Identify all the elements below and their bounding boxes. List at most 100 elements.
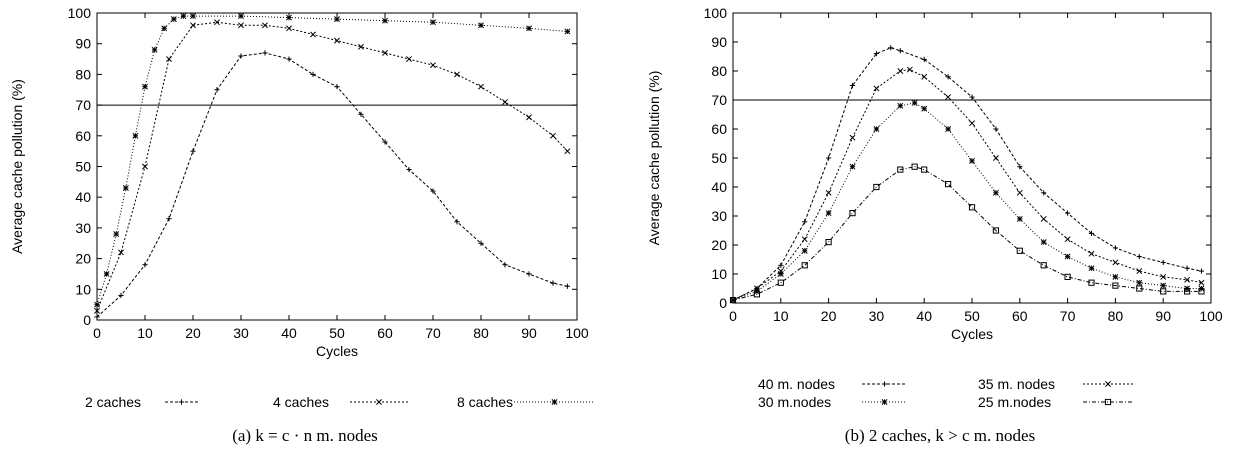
y-tick-label: 50 [711,150,727,166]
data-point [238,22,244,29]
legend-marker [178,399,185,405]
data-point [777,279,784,286]
data-point [113,231,120,237]
data-point [945,126,952,132]
y-tick-label: 20 [711,237,727,253]
y-tick-label: 90 [711,34,727,50]
data-point [180,13,187,20]
data-point [897,68,904,74]
legend-marker [1105,381,1111,387]
legend-label: 40 m. nodes [758,376,835,392]
legend-label: 4 caches [273,394,329,410]
data-point [897,48,903,54]
data-point [921,56,927,62]
data-point [238,53,244,59]
data-point [1065,210,1071,216]
y-tick-label: 0 [83,312,91,328]
legend-marker [551,399,558,405]
data-point [430,188,436,194]
data-point [825,189,832,196]
data-point [151,46,158,53]
data-point [1198,268,1205,274]
data-point [94,314,100,320]
data-point [1040,239,1047,246]
data-point [502,99,508,105]
data-point [1064,273,1071,280]
legend-entry: 30 m.nodes [758,394,907,410]
data-point [1112,273,1119,280]
y-tick-label: 70 [711,92,727,108]
data-point [1184,288,1191,295]
data-point [992,155,999,161]
legend-entry: 40 m. nodes [758,376,907,392]
data-point [286,14,292,21]
data-point [1160,288,1167,295]
data-point [992,189,999,196]
data-point [1017,164,1023,170]
series-line [96,21,568,311]
data-point [1016,215,1023,222]
data-point [286,56,292,62]
data-point [122,185,129,191]
data-point [166,216,172,222]
data-point [801,247,808,254]
chart-a: 0 10 20 30 40 50 60 70 80 90 100 0 10 20 30 40 50 60 70 80 9… [9,5,595,445]
data-point [142,163,148,170]
y-tick-label: 100 [704,5,728,21]
legend-entry: 4 caches [273,394,408,410]
data-point [478,22,484,29]
series-1 [730,66,1205,304]
data-point [921,166,928,173]
x-tick-label: 40 [281,325,297,341]
data-point [382,49,388,56]
data-point [478,240,484,246]
data-point [1160,282,1167,289]
y-axis-label: Average cache pollution (%) [646,71,662,246]
y-tick-label: 10 [711,266,727,282]
data-point [132,132,139,139]
series-line [96,52,568,318]
series-2 [730,99,1205,304]
legend-marker [881,399,888,405]
data-point [1064,236,1071,243]
x-tick-label: 100 [565,325,589,341]
data-point [849,163,856,170]
data-point [1040,262,1047,269]
data-point [1184,265,1190,271]
data-point [1136,285,1143,292]
data-point [911,163,918,170]
data-point [1136,279,1143,286]
x-tick-label: 90 [1155,308,1171,324]
data-point [526,114,532,121]
data-point [945,181,952,188]
data-point [945,94,952,101]
series-0 [94,50,570,320]
data-point [1016,189,1023,196]
data-point [161,25,168,32]
x-tick-label: 100 [1199,308,1223,324]
data-point [1040,215,1047,222]
data-point [1160,259,1166,265]
data-point [968,204,976,211]
data-point [454,219,460,225]
data-point [873,126,880,132]
data-point [1088,279,1095,286]
x-tick-label: 30 [233,325,249,341]
data-point [1198,288,1205,295]
chart-b: 0 10 20 30 40 50 60 70 80 90 100 0 10 20 30 40 50 60 70 80 9… [646,5,1223,445]
x-tick-label: 50 [329,325,345,341]
data-point [170,16,177,23]
data-point [945,74,951,80]
legend-marker [1104,398,1112,406]
data-point [214,19,220,26]
data-point [1198,279,1205,286]
data-point [969,157,975,164]
y-tick-label: 30 [711,208,727,224]
data-point [94,301,100,308]
data-point [873,85,880,92]
x-tick-label: 60 [1012,308,1028,324]
data-point [801,262,808,269]
data-point [1064,253,1071,260]
x-tick-label: 20 [821,308,837,324]
series-1 [94,19,571,314]
